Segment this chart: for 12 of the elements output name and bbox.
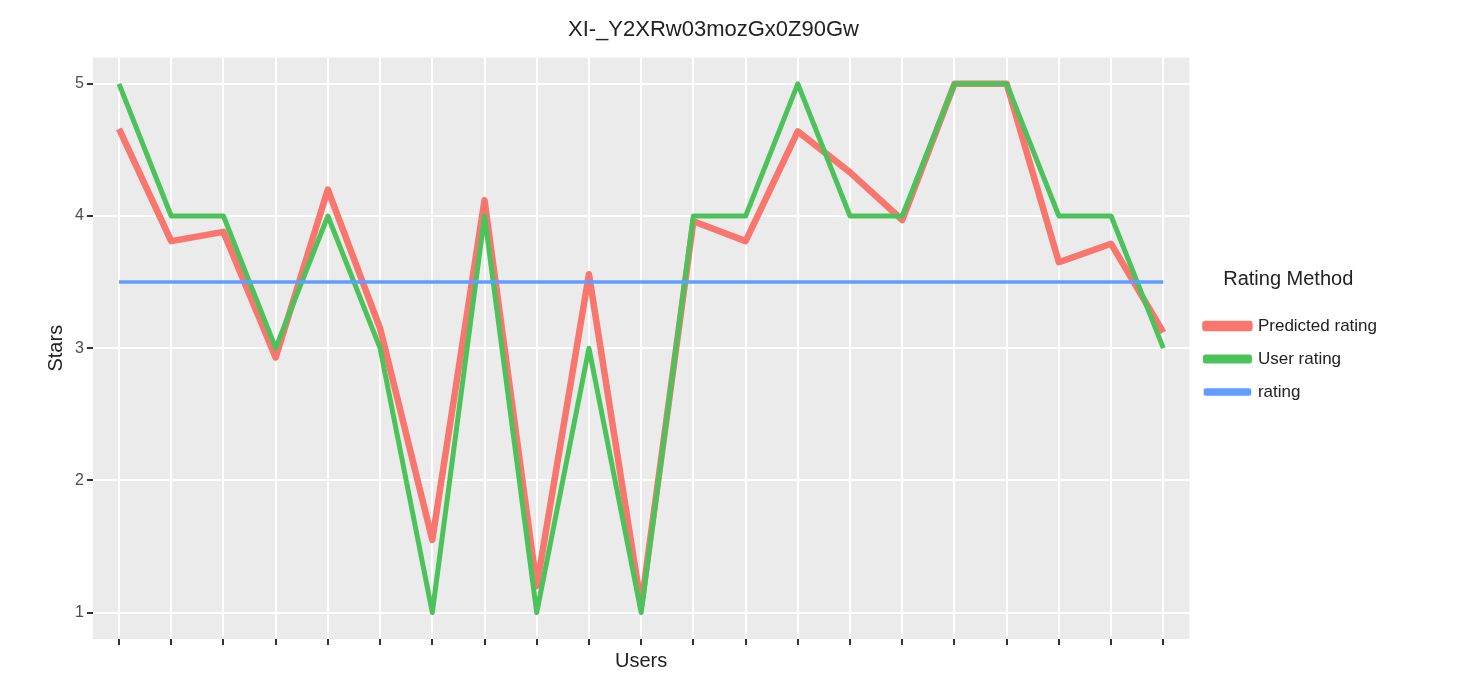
legend-label: Predicted rating bbox=[1257, 315, 1378, 335]
y-tick-label: 2 bbox=[74, 470, 84, 488]
y-axis-title: Stars bbox=[43, 324, 66, 372]
y-tick-label: 3 bbox=[74, 338, 84, 356]
legend-label: rating bbox=[1257, 381, 1301, 401]
legend-title: Rating Method bbox=[1223, 267, 1354, 290]
legend-label: User rating bbox=[1257, 348, 1342, 368]
y-tick-label: 4 bbox=[74, 206, 84, 224]
y-tick-label: 1 bbox=[74, 602, 84, 620]
y-tick-label: 5 bbox=[74, 74, 84, 92]
x-axis-title: Users bbox=[615, 648, 668, 671]
chart-title: XI-_Y2XRw03mozGx0Z90Gw bbox=[568, 16, 860, 42]
